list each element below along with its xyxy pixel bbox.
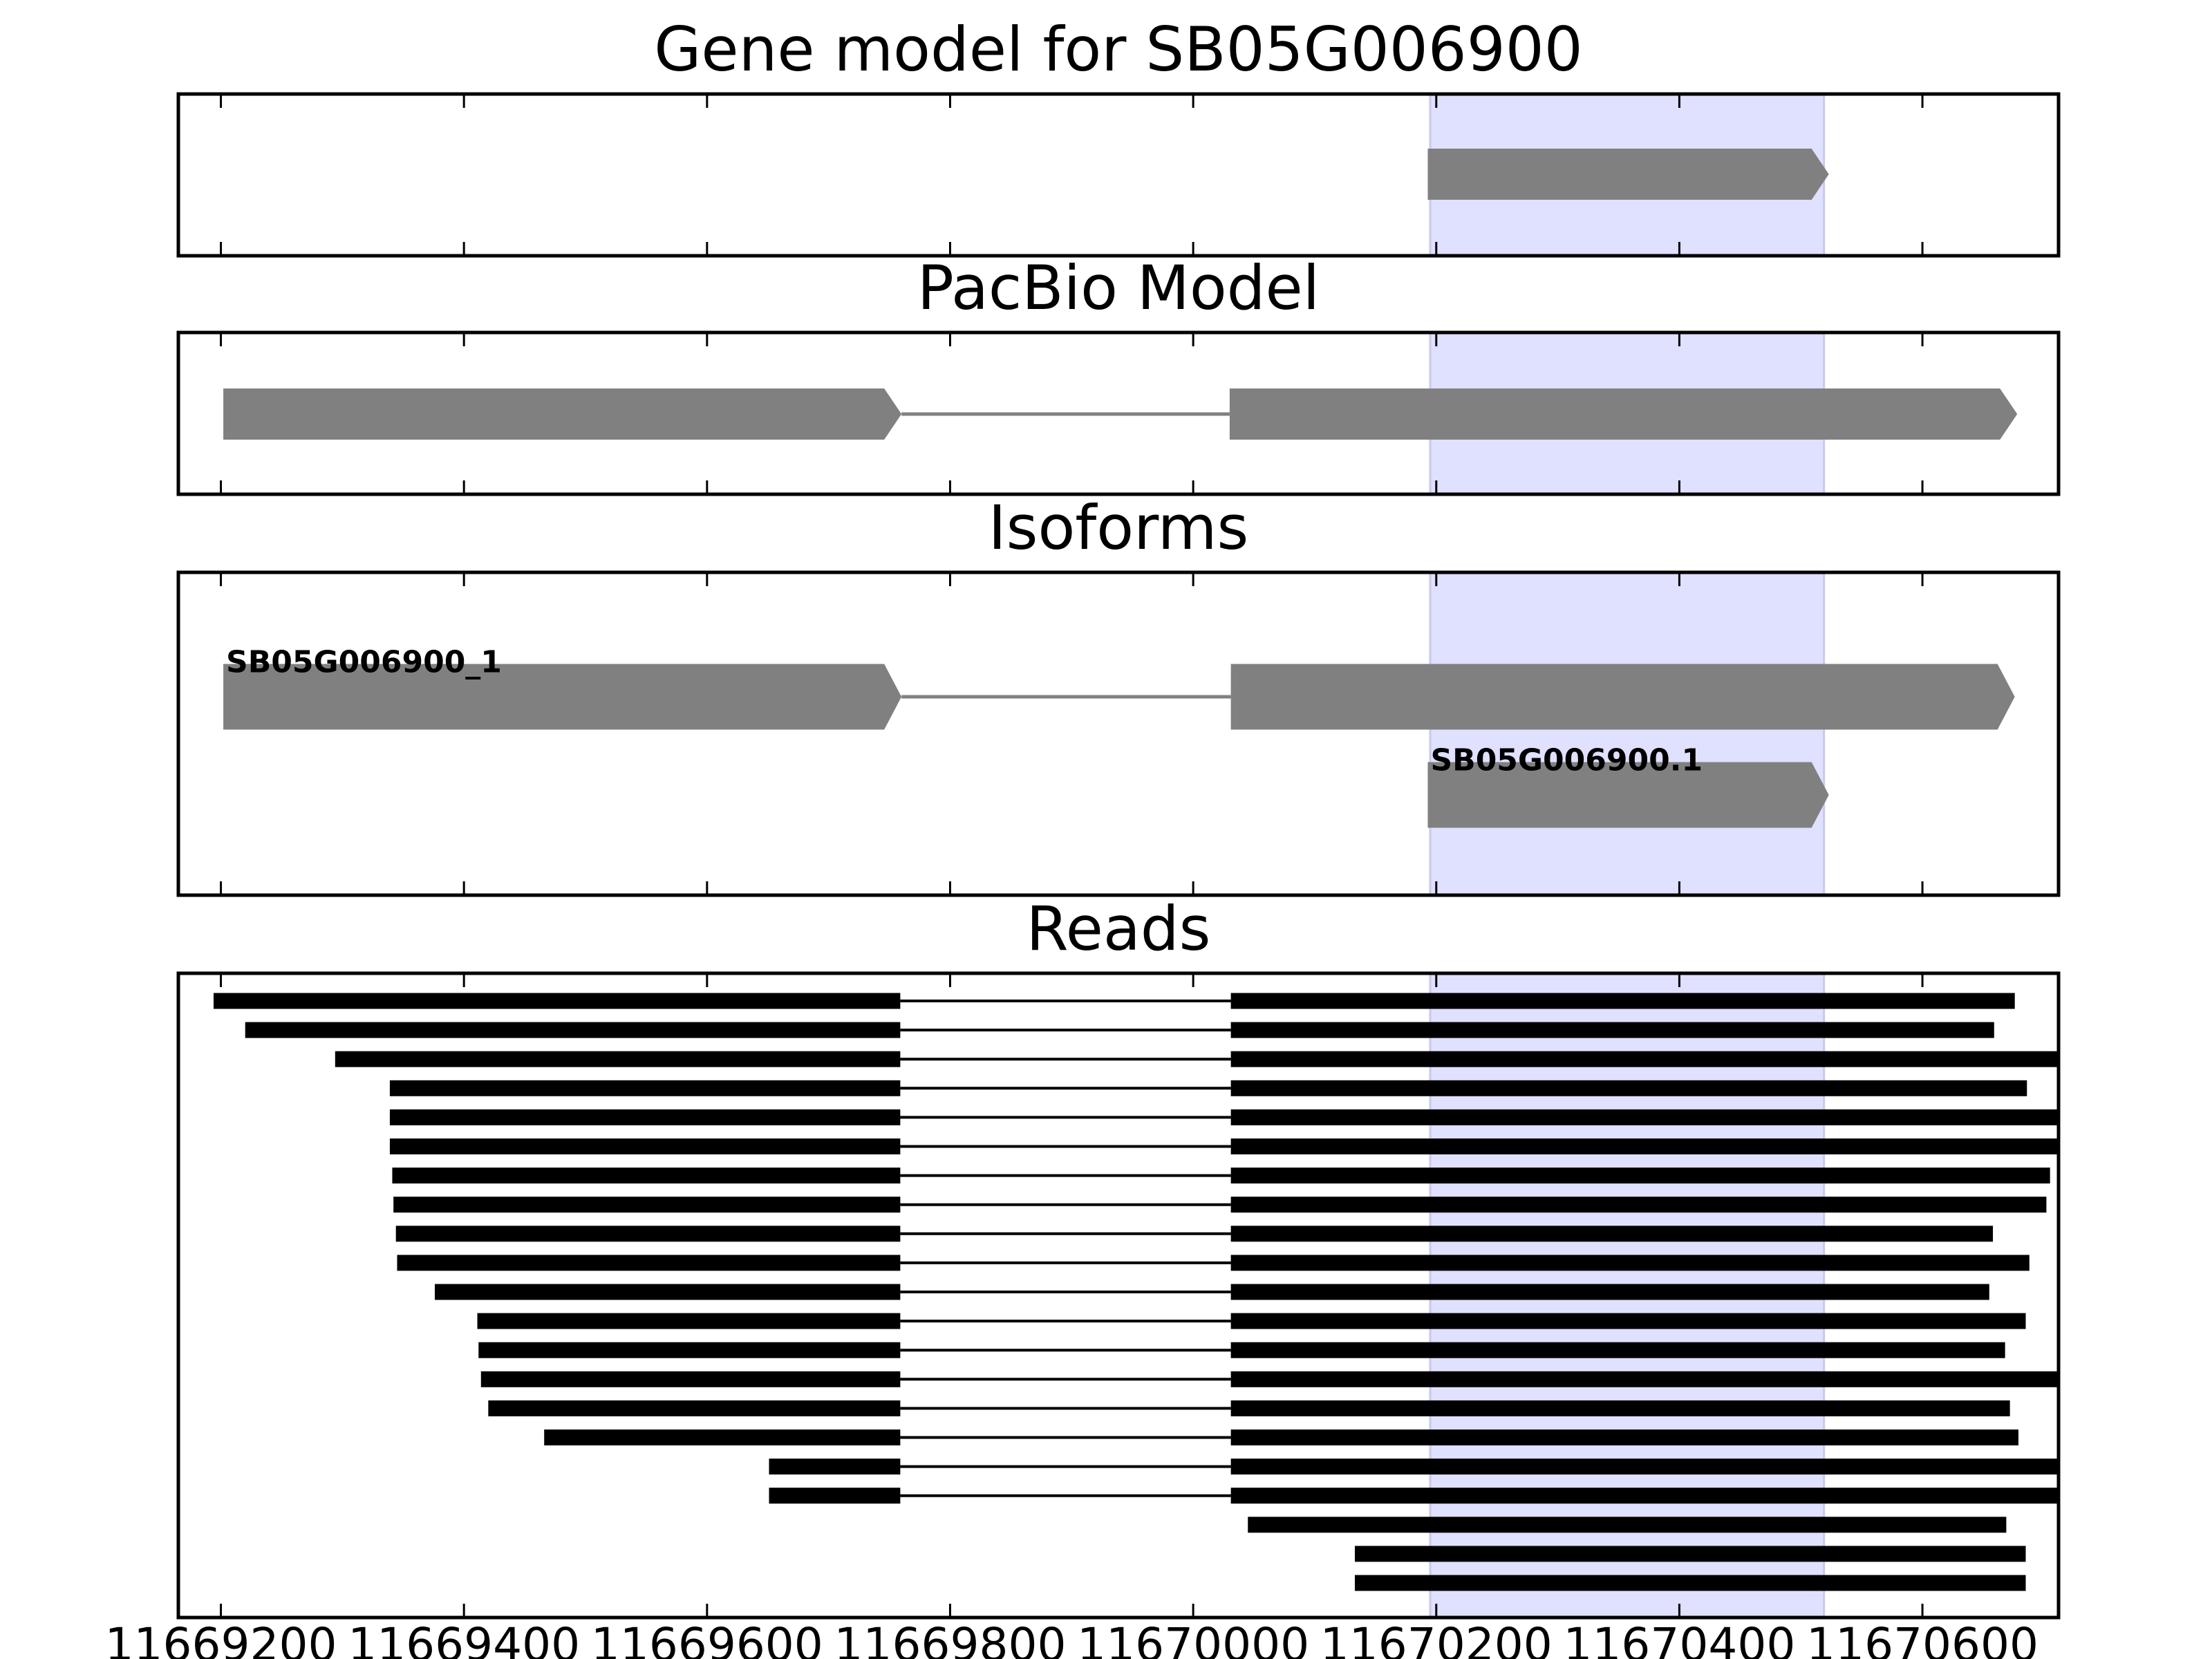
x-tick-label: 11670600 <box>1806 1618 2038 1659</box>
panel: PacBio Model <box>176 252 2061 496</box>
x-tick-label: 11669400 <box>348 1618 580 1659</box>
panel-title: PacBio Model <box>917 252 1320 324</box>
read-exon <box>1230 1168 2050 1184</box>
read-exon <box>544 1430 901 1445</box>
read-exon <box>1248 1517 2007 1533</box>
read-exon <box>1230 1138 2059 1154</box>
read-exon <box>1230 1051 2059 1067</box>
read-exon <box>1230 1371 2059 1387</box>
read-exon <box>434 1284 901 1300</box>
panel-title: Reads <box>1027 893 1211 964</box>
read-exon <box>1230 1022 1994 1038</box>
read-exon <box>1230 993 2015 1009</box>
panel-title: Gene model for SB05G006900 <box>654 14 1583 85</box>
read-exon <box>335 1051 901 1067</box>
axes-frame <box>176 92 2061 258</box>
feature-label: SB05G006900.1 <box>1430 743 1703 778</box>
read-exon <box>392 1168 901 1184</box>
read-exon <box>1230 1284 1989 1300</box>
x-tick-label: 11669800 <box>834 1618 1067 1659</box>
read-exon <box>245 1022 901 1038</box>
x-tick-label: 11670400 <box>1563 1618 1795 1659</box>
read-exon <box>1230 1197 2047 1213</box>
x-tick-label: 11670200 <box>1320 1618 1553 1659</box>
plot-area <box>1427 94 1829 256</box>
plot-area <box>223 332 2018 494</box>
x-tick-label: 11669600 <box>591 1618 823 1659</box>
read-exon <box>389 1080 901 1096</box>
x-tick-label: 11670000 <box>1077 1618 1309 1659</box>
read-exon <box>393 1197 901 1213</box>
read-exon <box>478 1342 901 1358</box>
highlight <box>1429 572 1826 895</box>
read-exon <box>1230 1400 2010 1416</box>
read-exon <box>397 1255 901 1271</box>
axes-frame <box>176 570 2061 897</box>
read-exon <box>1230 1080 2027 1096</box>
exon <box>223 664 902 730</box>
plot-area <box>213 973 2059 1618</box>
axes-frame <box>176 971 2061 1620</box>
read-exon <box>769 1459 901 1475</box>
plot-area: SB05G006900_1 SB05G006900.1 <box>223 572 2015 895</box>
panel-title: Isoforms <box>988 492 1249 563</box>
read-exon <box>395 1226 901 1242</box>
read-exon <box>389 1109 901 1125</box>
read-exon <box>1230 1313 2026 1329</box>
read-exon <box>1230 1459 2059 1475</box>
exon <box>1230 664 2015 730</box>
panel: Isoforms SB05G006900_1 SB05G006900.1 <box>176 492 2061 897</box>
feature-label: SB05G006900_1 <box>226 645 502 680</box>
read-exon <box>1230 1109 2059 1125</box>
axes-frame <box>176 330 2061 496</box>
panel: Gene model for SB05G006900 <box>176 14 2061 258</box>
read-exon <box>1230 1226 1994 1242</box>
x-tick-label: 11669200 <box>105 1618 337 1659</box>
exon <box>1229 388 2018 440</box>
read-exon <box>389 1138 901 1154</box>
exon <box>223 388 902 440</box>
exon <box>1427 762 1829 828</box>
exon <box>1427 149 1829 200</box>
read-exon <box>213 993 901 1009</box>
read-exon <box>477 1313 901 1329</box>
read-exon <box>488 1400 901 1416</box>
read-exon <box>1230 1488 2059 1504</box>
read-exon <box>1230 1430 2018 1445</box>
read-exon <box>1230 1255 2030 1271</box>
read-exon <box>480 1371 901 1387</box>
read-exon <box>769 1488 901 1504</box>
read-exon <box>1354 1575 2026 1591</box>
read-exon <box>1354 1546 2026 1562</box>
read-exon <box>1230 1342 2005 1358</box>
